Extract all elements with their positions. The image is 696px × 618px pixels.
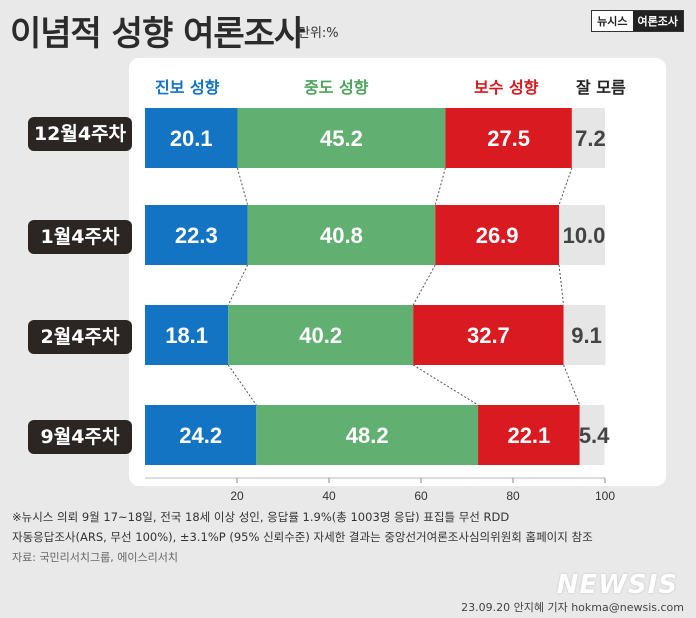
x-tick-label: 20 bbox=[230, 489, 244, 503]
row-label-feb: 2월4주차 bbox=[28, 320, 132, 354]
bar-progressive-row-2 bbox=[145, 205, 248, 265]
connector-line bbox=[558, 264, 565, 306]
bar-moderate-row-4 bbox=[256, 405, 479, 465]
legend-progressive: 진보 성향 bbox=[155, 78, 220, 97]
x-tick-label: 40 bbox=[322, 489, 336, 503]
bar-conservative-row-3 bbox=[413, 305, 564, 365]
value-label-moderate-row-1: 45.2 bbox=[320, 126, 363, 151]
newsis-watermark: NEWSIS bbox=[556, 570, 678, 600]
connector-line bbox=[434, 167, 446, 206]
bar-progressive-row-4 bbox=[145, 405, 257, 465]
unit-label: 단위:% bbox=[298, 26, 339, 41]
connector-line bbox=[412, 364, 479, 406]
footnote-line-1: ※뉴시스 의뢰 9월 17~18일, 전국 18세 이상 성인, 응답률 1.9… bbox=[12, 510, 510, 524]
bar-moderate-row-1 bbox=[237, 108, 446, 168]
value-label-moderate-row-2: 40.8 bbox=[320, 223, 363, 248]
x-tick-label: 80 bbox=[506, 489, 520, 503]
connector-line bbox=[227, 364, 257, 406]
footnote-line-2: 자동응답조사(ARS, 무선 100%), ±3.1%P (95% 신뢰수준) … bbox=[12, 530, 593, 544]
page-title: 이념적 성향 여론조사 bbox=[10, 14, 305, 54]
brand-logo: 뉴시스 여론조사 bbox=[591, 10, 684, 32]
brand-name: 뉴시스 bbox=[597, 15, 628, 28]
connector-line bbox=[563, 364, 581, 406]
value-label-progressive-row-4: 24.2 bbox=[179, 423, 222, 448]
value-label-unknown-row-3: 9.1 bbox=[571, 323, 602, 348]
value-label-moderate-row-3: 40.2 bbox=[299, 323, 342, 348]
value-label-unknown-row-2: 10.0 bbox=[563, 223, 606, 248]
row-label-dec: 12월4주차 bbox=[28, 117, 132, 151]
legend-unknown: 잘 모름 bbox=[576, 78, 626, 97]
bar-conservative-row-2 bbox=[435, 205, 559, 265]
legend-conservative: 보수 성향 bbox=[474, 78, 539, 97]
brand-section: 여론조사 bbox=[632, 11, 683, 31]
bar-progressive-row-3 bbox=[145, 305, 229, 365]
bar-moderate-row-2 bbox=[247, 205, 436, 265]
x-tick-label: 100 bbox=[595, 489, 615, 503]
row-label-jan: 1월4주차 bbox=[28, 220, 132, 254]
bar-unknown-row-4 bbox=[579, 405, 605, 465]
connector-line bbox=[412, 264, 436, 306]
connector-line bbox=[227, 264, 249, 306]
value-label-progressive-row-2: 22.3 bbox=[175, 223, 218, 248]
bar-unknown-row-1 bbox=[571, 108, 605, 168]
legend-moderate: 중도 성향 bbox=[304, 78, 369, 97]
bar-unknown-row-2 bbox=[559, 205, 605, 265]
credit-line: 23.09.20 안지혜 기자 hokma@newsis.com bbox=[461, 601, 684, 614]
value-label-moderate-row-4: 48.2 bbox=[346, 423, 389, 448]
value-label-conservative-row-1: 27.5 bbox=[487, 126, 530, 151]
bar-moderate-row-3 bbox=[228, 305, 414, 365]
row-label-sep: 9월4주차 bbox=[28, 420, 132, 454]
bar-conservative-row-1 bbox=[445, 108, 572, 168]
connector-line bbox=[236, 167, 249, 206]
value-label-progressive-row-3: 18.1 bbox=[165, 323, 208, 348]
value-label-conservative-row-3: 32.7 bbox=[467, 323, 510, 348]
source-note: 자료: 국민리서치그룹, 에이스리서치 bbox=[12, 551, 178, 564]
bar-conservative-row-4 bbox=[478, 405, 580, 465]
value-label-unknown-row-4: 5.4 bbox=[579, 423, 610, 448]
bar-unknown-row-3 bbox=[563, 305, 606, 365]
connector-line bbox=[558, 167, 573, 206]
value-label-conservative-row-4: 22.1 bbox=[507, 423, 550, 448]
value-label-progressive-row-1: 20.1 bbox=[170, 126, 213, 151]
value-label-unknown-row-1: 7.2 bbox=[575, 126, 606, 151]
bar-progressive-row-1 bbox=[145, 108, 238, 168]
x-tick-label: 60 bbox=[414, 489, 428, 503]
value-label-conservative-row-2: 26.9 bbox=[476, 223, 519, 248]
